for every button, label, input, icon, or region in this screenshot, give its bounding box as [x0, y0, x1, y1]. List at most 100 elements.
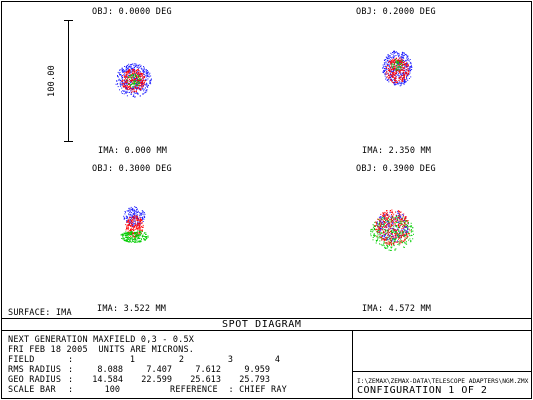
spot-ray-dot: [143, 84, 145, 86]
spot-ray-dot: [403, 75, 405, 77]
spot-ray-dot: [388, 221, 390, 223]
spot-ray-dot: [404, 225, 406, 227]
spot-ray-dot: [405, 218, 407, 219]
spot-ray-dot: [136, 231, 138, 233]
spot-ray-dot: [144, 92, 146, 94]
spot-ray-dot: [399, 66, 401, 67]
spot-ray-dot: [136, 235, 138, 237]
spot-ray-dot: [381, 222, 383, 223]
spot-ray-dot: [390, 239, 392, 241]
spot-ray-dot: [134, 84, 136, 86]
spot-ray-dot: [393, 238, 395, 240]
spot-ray-dot: [383, 239, 385, 241]
spot-ray-dot: [136, 86, 138, 88]
spot-ray-dot: [391, 244, 393, 246]
spot-ray-dot: [398, 70, 400, 72]
spot-ray-dot: [385, 71, 387, 73]
spot-ray-dot: [150, 80, 152, 82]
spot-ray-dot: [123, 70, 125, 72]
spot-ray-dot: [135, 218, 137, 220]
spot-ray-dot: [374, 221, 376, 223]
spot-ray-dot: [411, 229, 412, 231]
spot-ray-dot: [137, 241, 139, 243]
spot-ray-dot: [390, 237, 391, 239]
spot-ray-dot: [143, 93, 144, 95]
geo-value: 14.584: [92, 375, 123, 385]
spot-ray-dot: [388, 58, 390, 60]
spot-ray-dot: [388, 76, 390, 78]
spot-ray-dot: [142, 77, 144, 79]
spot-ray-dot: [395, 76, 397, 77]
spot-ray-dot: [129, 213, 131, 215]
spot-ray-dot: [390, 223, 392, 225]
field-1-ima-label: IMA: 0.000 MM: [98, 146, 168, 156]
spot-ray-dot: [117, 76, 119, 77]
spot-ray-dot: [392, 222, 394, 224]
spot-ray-dot: [384, 215, 386, 217]
spot-ray-dot: [403, 82, 405, 83]
spot-ray-dot: [118, 79, 120, 81]
spot-ray-dot: [402, 55, 404, 57]
spot-ray-dot: [387, 231, 389, 233]
spot-ray-dot: [146, 238, 147, 240]
spot-ray-dot: [377, 223, 379, 225]
spot-ray-dot: [121, 91, 122, 93]
spot-ray-dot: [121, 87, 123, 89]
spot-ray-dot: [377, 232, 379, 234]
spot-ray-dot: [125, 81, 127, 83]
spot-ray-dot: [137, 80, 139, 82]
spot-ray-dot: [392, 66, 394, 68]
spot-ray-dot: [394, 65, 396, 67]
spot-ray-dot: [377, 239, 378, 241]
spot-ray-dot: [396, 60, 398, 62]
spot-ray-dot: [392, 231, 394, 233]
spot-ray-dot: [397, 221, 399, 223]
spot-ray-dot: [135, 215, 137, 217]
spot-ray-dot: [136, 81, 138, 83]
spot-ray-dot: [127, 67, 129, 69]
spot-ray-dot: [383, 231, 385, 233]
spot-ray-dot: [394, 72, 396, 74]
spot-ray-dot: [124, 69, 126, 71]
spot-ray-dot: [127, 224, 129, 226]
spot-ray-dot: [127, 240, 129, 242]
spot-ray-dot: [126, 232, 128, 234]
spot-ray-dot: [138, 73, 140, 74]
spot-ray-dot: [133, 78, 135, 80]
spot-ray-dot: [404, 239, 406, 241]
spot-ray-dot: [404, 63, 406, 65]
spot-ray-dot: [401, 221, 403, 223]
spot-ray-dot: [130, 224, 132, 226]
spot-ray-dot: [134, 229, 136, 230]
spot-ray-dot: [396, 215, 397, 216]
spot-ray-dot: [397, 60, 399, 62]
spot-ray-dot: [403, 60, 405, 61]
spot-ray-dot: [393, 65, 394, 67]
spot-ray-dot: [132, 240, 134, 242]
spot-ray-dot: [385, 225, 387, 227]
spot-ray-dot: [407, 69, 409, 71]
spot-ray-dot: [386, 243, 388, 245]
spot-ray-dot: [141, 225, 143, 227]
spot-ray-dot: [404, 241, 406, 243]
spot-ray-dot: [403, 246, 405, 248]
spot-ray-dot: [397, 212, 399, 214]
spot-ray-dot: [123, 74, 125, 76]
spot-ray-dot: [391, 61, 393, 63]
spot-ray-dot: [142, 210, 144, 212]
spot-ray-dot: [404, 64, 406, 66]
spot-ray-dot: [370, 233, 372, 235]
spot-ray-dot: [388, 60, 390, 62]
spot-ray-dot: [149, 82, 151, 84]
spot-ray-dot: [389, 69, 390, 71]
geo-row-label: GEO RADIUS: [8, 375, 62, 385]
spot-ray-dot: [133, 75, 134, 76]
spot-ray-dot: [398, 60, 400, 62]
spot-ray-dot: [132, 63, 134, 65]
spot-ray-dot: [131, 67, 133, 69]
spot-ray-dot: [138, 87, 140, 89]
spot-ray-dot: [129, 210, 131, 212]
spot-ray-dot: [128, 69, 130, 71]
spot-ray-dot: [135, 81, 136, 83]
spot-ray-dot: [395, 216, 397, 218]
